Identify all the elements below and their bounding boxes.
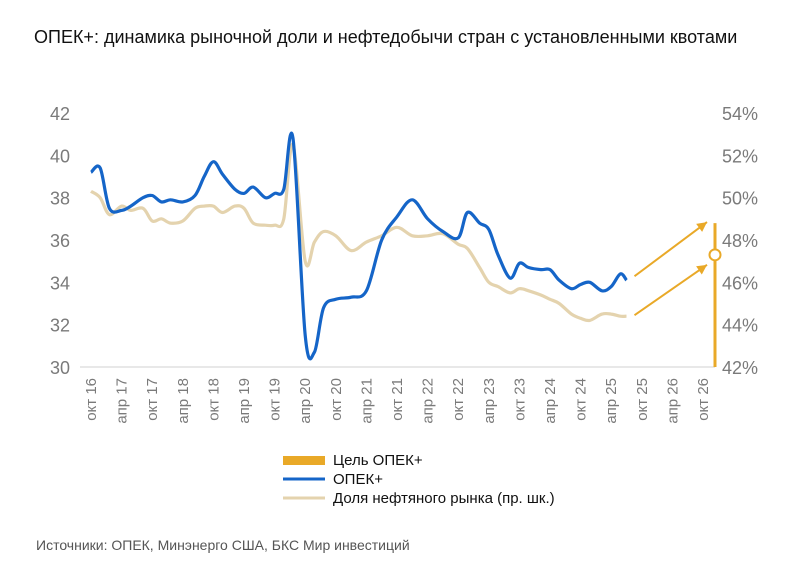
x-tick-label: окт 17 xyxy=(144,378,161,421)
right-tick-label: 42% xyxy=(722,358,758,378)
x-tick-label: апр 18 xyxy=(175,378,192,424)
x-tick-label: окт 21 xyxy=(389,378,406,421)
x-tick-label: апр 20 xyxy=(297,378,314,424)
arrow-share-head xyxy=(696,264,707,275)
x-tick-label: окт 18 xyxy=(205,378,222,421)
right-tick-label: 48% xyxy=(722,231,758,251)
x-tick-label: окт 19 xyxy=(267,378,284,421)
right-tick-label: 46% xyxy=(722,273,758,293)
x-tick-label: апр 25 xyxy=(603,378,620,424)
opec-line xyxy=(89,131,628,361)
arrow-opec-head xyxy=(696,222,707,232)
x-tick-label: апр 19 xyxy=(236,378,253,424)
series-opec-target xyxy=(708,223,722,367)
chart-title: ОПЕК+: динамика рыночной доли и нефтедоб… xyxy=(34,27,738,47)
share-line xyxy=(90,143,627,323)
x-tick-label: апр 23 xyxy=(481,378,498,424)
left-tick-label: 42 xyxy=(50,104,70,124)
x-tick-label: апр 26 xyxy=(664,378,681,424)
x-tick-label: апр 24 xyxy=(542,378,559,424)
x-tick-label: окт 23 xyxy=(511,378,528,421)
series-market-share xyxy=(90,143,627,323)
left-axis-ticks: 42 40 38 36 34 32 30 xyxy=(50,104,70,378)
x-tick-label: окт 22 xyxy=(450,378,467,421)
legend-label-share: Доля нефтяного рынка (пр. шк.) xyxy=(333,490,555,507)
x-tick-label: апр 17 xyxy=(114,378,131,424)
left-tick-label: 32 xyxy=(50,316,70,336)
arrow-share-shaft xyxy=(633,263,708,317)
x-tick-label: окт 16 xyxy=(83,378,100,421)
left-tick-label: 30 xyxy=(50,358,70,378)
x-tick-label: окт 26 xyxy=(695,378,712,421)
x-tick-label: окт 20 xyxy=(328,378,345,421)
left-tick-label: 34 xyxy=(50,273,70,293)
right-tick-label: 50% xyxy=(722,189,758,209)
x-tick-label: апр 21 xyxy=(358,378,375,424)
right-tick-label: 54% xyxy=(722,104,758,124)
target-marker xyxy=(708,248,722,262)
left-tick-label: 38 xyxy=(50,189,70,209)
right-tick-label: 52% xyxy=(722,146,758,166)
arrow-opec-shaft xyxy=(633,221,708,278)
trend-arrows xyxy=(633,221,708,317)
legend-label-target: Цель ОПЕК+ xyxy=(333,452,423,469)
x-tick-label: окт 24 xyxy=(573,378,590,421)
left-tick-label: 40 xyxy=(50,146,70,166)
legend-label-opec: ОПЕК+ xyxy=(333,471,383,488)
source-note: Источники: ОПЕК, Минэнерго США, БКС Мир … xyxy=(36,537,410,553)
right-tick-label: 44% xyxy=(722,316,758,336)
left-tick-label: 36 xyxy=(50,231,70,251)
x-tick-label: апр 22 xyxy=(420,378,437,424)
x-tick-label: окт 25 xyxy=(634,378,651,421)
series-opec-plus xyxy=(89,131,628,361)
right-axis-ticks: 54% 52% 50% 48% 46% 44% 42% xyxy=(722,104,758,378)
legend: Цель ОПЕК+ ОПЕК+ Доля нефтяного рынка (п… xyxy=(283,452,555,507)
x-axis-ticks: окт 16 апр 17 окт 17 апр 18 окт 18 апр 19 окт … xyxy=(83,378,712,424)
legend-swatch-target xyxy=(283,456,325,465)
